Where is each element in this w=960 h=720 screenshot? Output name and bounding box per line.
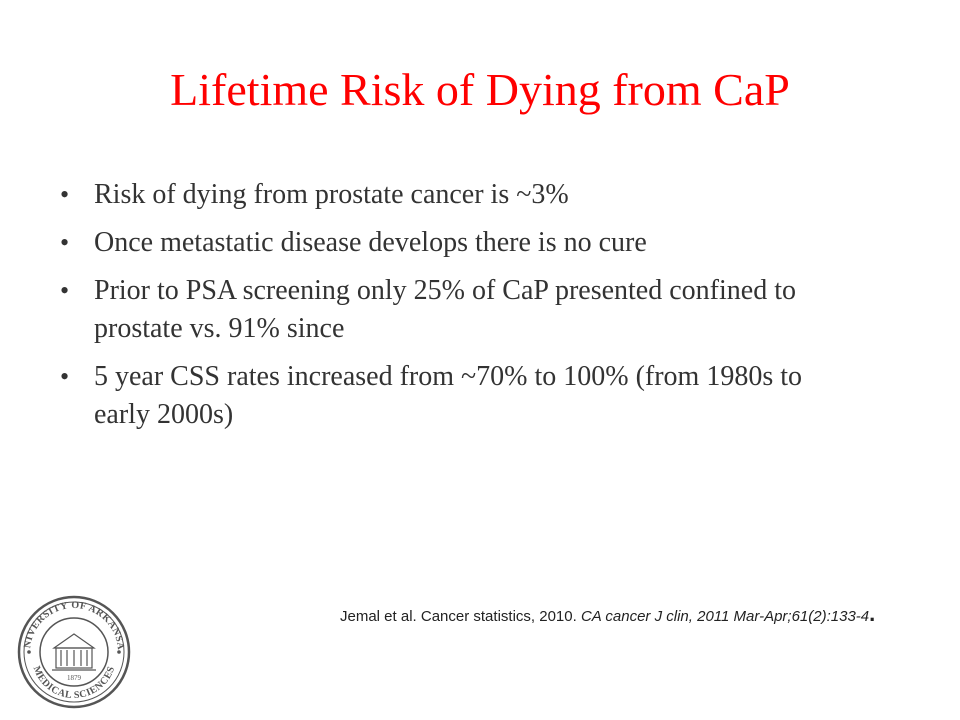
bullet-item: • Once metastatic disease develops there… [58,224,838,262]
bullet-icon: • [60,228,70,257]
citation: Jemal et al. Cancer statistics, 2010. CA… [340,603,940,626]
citation-journal: CA cancer J clin, 2011 Mar-Apr;61(2):133… [580,608,870,625]
slide-title: Lifetime Risk of Dying from CaP [170,64,790,115]
bullet-icon: • [60,180,70,209]
bullet-text: Once metastatic disease develops there i… [94,227,647,258]
university-seal-icon: UNIVERSITY OF ARKANSAS MEDICAL SCIENCES … [16,594,131,709]
bullet-item: • Risk of dying from prostate cancer is … [58,176,838,214]
bullet-icon: • [60,276,70,305]
seal-year: 1879 [67,674,82,682]
bullet-text: Risk of dying from prostate cancer is ~3… [94,179,569,210]
bullet-item: • 5 year CSS rates increased from ~70% t… [58,358,838,434]
bullet-text: Prior to PSA screening only 25% of CaP p… [94,275,796,344]
bullet-icon: • [60,362,70,391]
citation-end: . [869,601,876,626]
bullet-list: • Risk of dying from prostate cancer is … [58,176,838,444]
bullet-item: • Prior to PSA screening only 25% of CaP… [58,272,838,348]
bullet-text: 5 year CSS rates increased from ~70% to … [94,361,802,430]
citation-authors: Jemal et al. Cancer statistics, 2010. [340,608,577,625]
